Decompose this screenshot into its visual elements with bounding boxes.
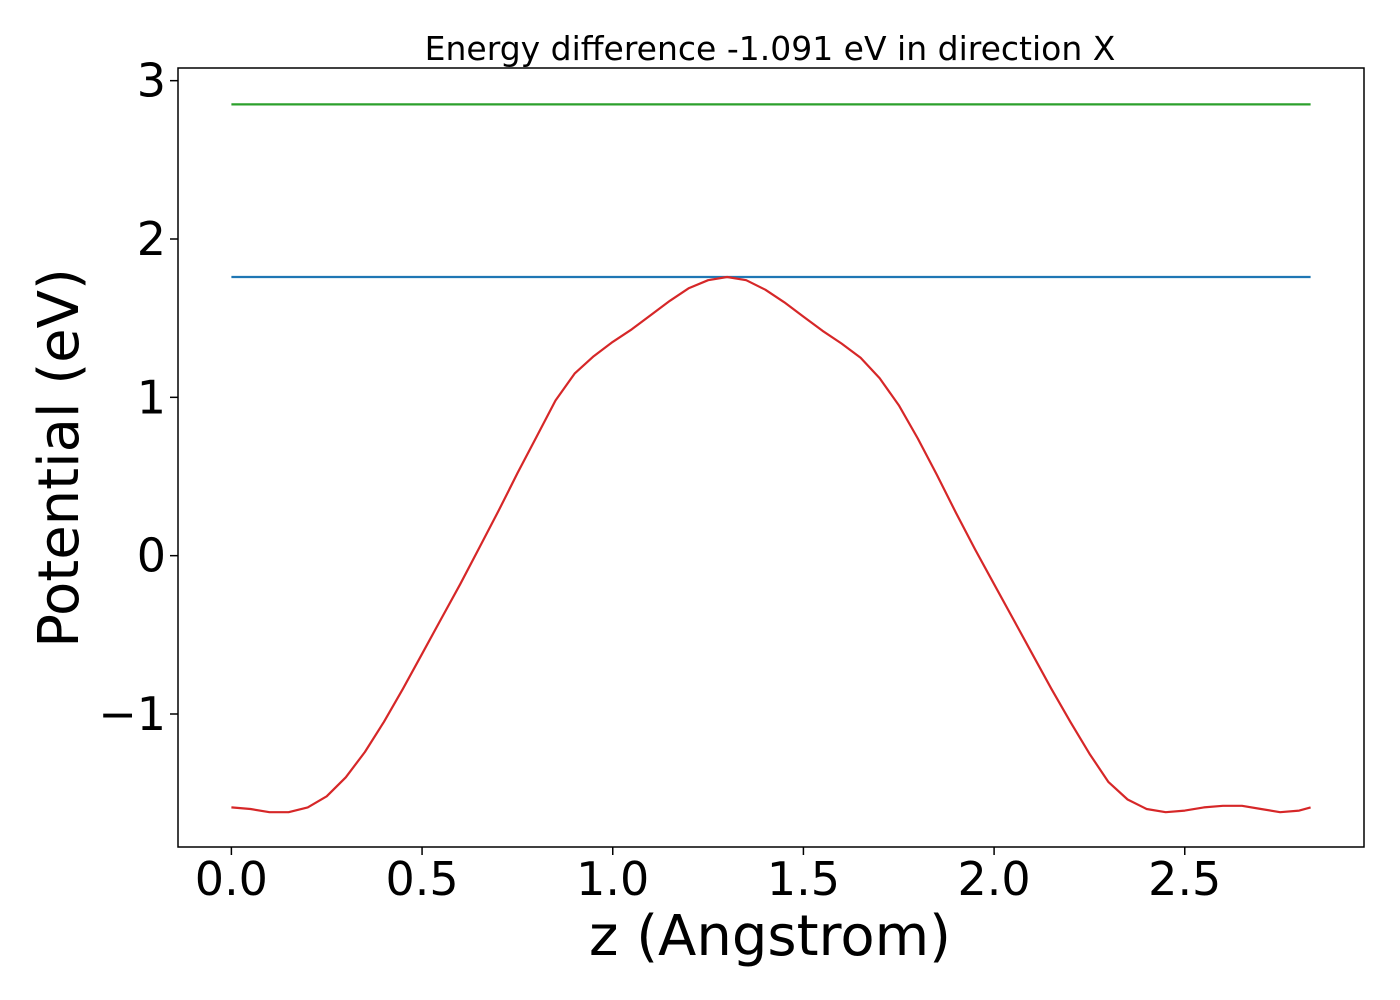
x-tick-label: 1.0 [576,852,649,906]
y-tick-label: 0 [137,529,166,583]
x-tick-label: 2.0 [958,852,1031,906]
x-tick-label: 0.5 [385,852,458,906]
y-tick-label: 3 [137,54,166,108]
chart-title: Energy difference -1.091 eV in direction… [425,29,1116,68]
plot-area [231,103,1311,814]
x-tick-label: 0.0 [195,852,268,906]
y-axis-label: Potential (eV) [27,268,92,648]
y-tick-label: −1 [98,687,166,741]
y-axis: −1 0 1 2 3 [98,54,178,741]
series-line-1 [231,275,1311,814]
x-tick-label: 1.5 [767,852,840,906]
y-tick-label: 1 [137,370,166,424]
x-tick-label: 2.5 [1148,852,1221,906]
x-axis-label: z (Angstrom) [589,904,951,969]
axes-frame [177,67,1365,848]
x-axis: 0.0 0.5 1.0 1.5 2.0 2.5 [195,847,1221,906]
y-tick-label: 2 [137,212,166,266]
